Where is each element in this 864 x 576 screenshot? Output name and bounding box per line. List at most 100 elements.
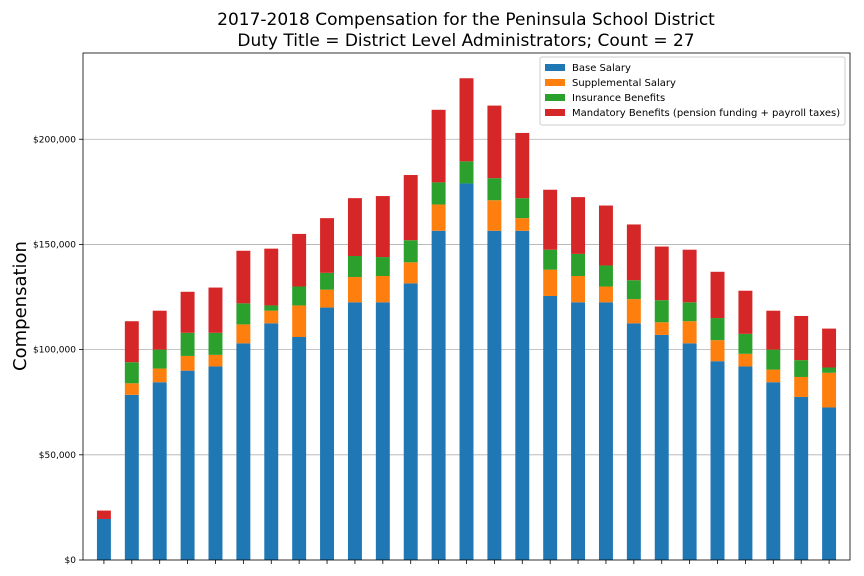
chart-title-line-2: Duty Title = District Level Administrato… (237, 31, 694, 51)
bar-segment (292, 233, 307, 287)
bar-segment (654, 322, 669, 335)
y-tick-label: $100,000 (33, 346, 76, 356)
bars-layer (96, 78, 837, 561)
bar-segment (124, 383, 139, 395)
bar-segment (766, 310, 781, 350)
bar-segment (375, 257, 390, 276)
bar-segment (710, 361, 725, 560)
bar-segment (431, 109, 446, 183)
bar-segment (710, 318, 725, 341)
bar-segment (598, 265, 613, 287)
bar-segment (96, 510, 111, 519)
bar-segment (347, 256, 362, 278)
bar-segment (626, 323, 641, 560)
bar-segment (710, 271, 725, 319)
y-tick-label: $200,000 (33, 135, 76, 145)
bar-segment (292, 337, 307, 560)
bar-segment (487, 230, 502, 560)
bar-segment (208, 354, 223, 367)
bar-segment (515, 218, 530, 231)
bar-segment (124, 321, 139, 363)
legend-label: Supplemental Salary (572, 78, 676, 89)
y-axis-label: Compensation (10, 241, 31, 371)
bar-segment (543, 295, 558, 560)
bar-segment (320, 307, 335, 560)
bar-segment (571, 302, 586, 560)
bar-segment (320, 289, 335, 308)
bar-segment (738, 290, 753, 334)
bar-segment (571, 197, 586, 254)
bar-segment (292, 305, 307, 338)
bar-segment (375, 275, 390, 303)
bar-segment (180, 332, 195, 356)
bar-segment (320, 272, 335, 290)
bar-segment (487, 178, 502, 201)
bar-segment (124, 394, 139, 560)
bar-segment (96, 518, 111, 560)
legend-swatch (545, 109, 565, 116)
bar-segment (459, 78, 474, 162)
bar-segment (459, 161, 474, 184)
legend: Base Salary Supplemental Salary Insurance … (539, 56, 846, 126)
bar-segment (598, 205, 613, 266)
bar-segment (403, 240, 418, 263)
bar-segment (654, 334, 669, 560)
bar-segment (264, 248, 279, 306)
bar-segment (208, 366, 223, 560)
bar-segment (403, 262, 418, 284)
bar-segment (682, 343, 697, 560)
legend-label: Base Salary (572, 63, 631, 74)
bar-segment (654, 246, 669, 301)
bar-segment (626, 224, 641, 281)
bar-segment (431, 182, 446, 205)
bar-segment (571, 275, 586, 303)
y-tick-label: $150,000 (33, 240, 76, 250)
bar-segment (152, 349, 167, 369)
bar-segment (180, 370, 195, 560)
bar-segment (487, 200, 502, 231)
bar-segment (571, 253, 586, 276)
y-tick-label: $0 (65, 556, 77, 566)
legend-label: Mandatory Benefits (pension funding + pa… (572, 108, 840, 119)
bar-segment (264, 323, 279, 560)
bar-segment (152, 310, 167, 350)
bar-segment (626, 299, 641, 324)
bar-segment (738, 353, 753, 367)
bar-segment (794, 360, 809, 377)
chart-title-line-1: 2017-2018 Compensation for the Peninsula… (217, 10, 715, 30)
bar-segment (208, 332, 223, 355)
bar-segment (487, 105, 502, 179)
bar-segment (347, 302, 362, 560)
bar-segment (682, 321, 697, 344)
bar-segment (431, 230, 446, 560)
bar-segment (682, 249, 697, 303)
bar-segment (431, 204, 446, 231)
bar-segment (403, 283, 418, 560)
bar-segment (543, 269, 558, 296)
bar-segment (264, 310, 279, 324)
bar-segment (794, 315, 809, 361)
bar-segment (292, 286, 307, 306)
bar-segment (515, 230, 530, 560)
bar-segment (180, 355, 195, 371)
bar-segment (236, 343, 251, 560)
bar-segment (822, 328, 837, 368)
bar-segment (654, 300, 669, 323)
bar-segment (375, 302, 390, 560)
legend-swatch (545, 64, 565, 71)
legend-label: Insurance Benefits (572, 93, 665, 104)
bar-segment (598, 302, 613, 560)
bar-segment (515, 132, 530, 199)
bar-segment (375, 196, 390, 258)
bar-segment (347, 277, 362, 303)
ticks-layer: $0 $50,000 $100,000 $150,000 $200,000 (33, 135, 830, 566)
bar-segment (347, 198, 362, 257)
bar-segment (320, 218, 335, 273)
legend-swatch (545, 79, 565, 86)
bar-segment (515, 198, 530, 219)
bar-segment (403, 175, 418, 241)
bar-segment (180, 291, 195, 333)
bar-segment (236, 324, 251, 344)
bar-segment (236, 250, 251, 304)
bar-segment (124, 362, 139, 384)
